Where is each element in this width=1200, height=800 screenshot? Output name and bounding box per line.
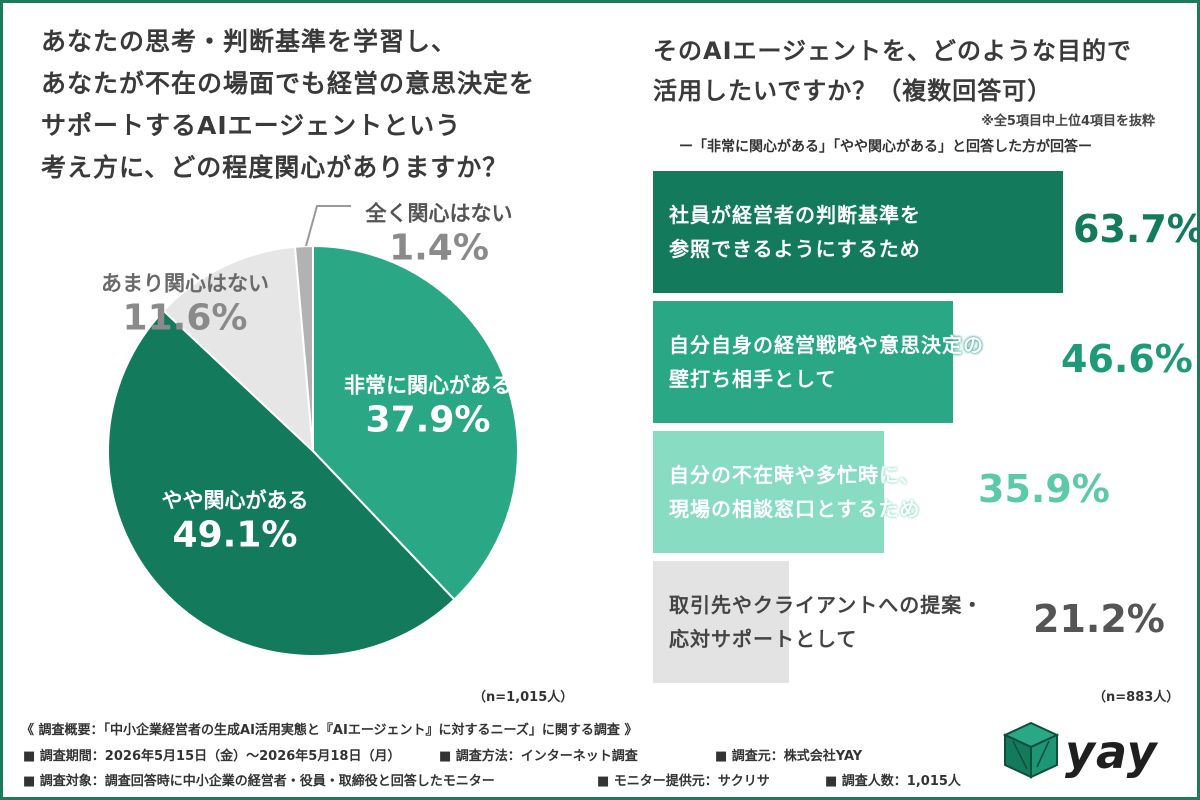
pie-slice-label: 全く関心はない 1.4% — [366, 198, 513, 269]
pie-slice-name: 非常に関心がある — [344, 373, 512, 398]
bar-label-line: 自分の不在時や多忙時に、 — [669, 463, 921, 487]
footer-item: ■ モニター提供元：サクリサ — [597, 774, 770, 789]
left-question: あなたの思考・判断基準を学習し、 あなたが不在の場面でも経営の意思決定を サポー… — [41, 21, 601, 189]
left-sample-size: （n=1,015人） — [473, 690, 574, 705]
bar-label-line: 社員が経営者の判断基準を — [669, 203, 921, 227]
pie-leader-line — [305, 205, 351, 247]
selection-note: ※全5項目中上位4項目を抜粋 — [981, 114, 1155, 129]
pie-chart — [107, 205, 519, 657]
pie-slice-value: 37.9% — [365, 399, 491, 441]
pie-slice — [162, 245, 315, 454]
footer-item: ■ 調査対象：調査回答時に中小企業の経営者・役員・取締役と回答したモニター — [23, 774, 495, 789]
pie-slice-value: 11.6% — [122, 297, 248, 339]
pie-slice — [293, 244, 314, 452]
pie-slice-value: 1.4% — [389, 227, 489, 269]
bar-label-line: 現場の相談窓口とするため — [669, 497, 921, 521]
pie-slice-value: 49.1% — [172, 514, 298, 556]
pie-slice-name: 全く関心はない — [365, 201, 513, 226]
footer-item: ■ 調査人数：1,015人 — [825, 774, 961, 789]
bar-label-line: 壁打ち相手として — [669, 367, 837, 391]
footer-item: ■ 調査元：株式会社YAY — [715, 749, 863, 764]
right-sample-size: （n=883人） — [1093, 690, 1180, 705]
bar-value: 21.2% — [1033, 597, 1165, 641]
bar — [653, 431, 885, 553]
bar-label-line: 取引先やクライアントへの提案・ — [669, 593, 984, 617]
right-question-line: そのAIエージェントを、どのような目的で — [653, 37, 1133, 65]
bar-label-line: 参照できるようにするため — [669, 237, 921, 261]
footer-item: ■ 調査期間：2026年5月15日（金）〜2026年5月18日（月） — [23, 749, 401, 764]
bar — [653, 561, 790, 683]
cube-logo-icon — [1003, 721, 1059, 779]
bar — [653, 301, 953, 423]
pie-slice — [312, 244, 519, 601]
pie-slice-label: やや関心がある 49.1% — [162, 485, 309, 556]
survey-overview-title: 《 調査概要：「中小企業経営者の生成AI活用実態と『AIエージェント』に対するニ… — [21, 723, 638, 738]
left-question-line: 考え方に、どの程度関心がありますか？ — [41, 153, 509, 182]
bar-label-line: 自分自身の経営戦略や意思決定の — [669, 333, 984, 357]
pie-slice-label: 非常に関心がある 37.9% — [344, 370, 512, 441]
pie-slice-name: あまり関心はない — [101, 271, 269, 296]
footer-item: ■ 調査方法：インターネット調査 — [439, 749, 638, 764]
right-question: そのAIエージェントを、どのような目的で 活用したいですか？（複数回答可） — [653, 31, 1173, 111]
bar-label: 自分の不在時や多忙時に、 現場の相談窓口とするため — [669, 458, 920, 526]
bar-value: 63.7% — [1073, 207, 1200, 251]
bar-label-line: 応対サポートとして — [669, 627, 858, 651]
left-question-line: サポートするAIエージェントという — [41, 111, 462, 140]
bar-label: 自分自身の経営戦略や意思決定の 壁打ち相手として — [669, 328, 984, 396]
bar-label: 社員が経営者の判断基準を 参照できるようにするため — [669, 198, 921, 266]
bar — [653, 171, 1063, 293]
pie-slice — [107, 309, 456, 657]
left-question-line: あなたが不在の場面でも経営の意思決定を — [41, 69, 536, 98]
pie-slice-name: やや関心がある — [161, 488, 309, 513]
bar-value: 35.9% — [978, 467, 1110, 511]
bar-value: 46.6% — [1061, 337, 1193, 381]
pie-slice-label: あまり関心はない 11.6% — [101, 268, 269, 339]
bar-label: 取引先やクライアントへの提案・ 応対サポートとして — [669, 588, 983, 656]
respondent-condition: ー「非常に関心がある」「やや関心がある」と回答した方が回答ー — [679, 139, 1092, 155]
company-logo-text: yay — [1065, 725, 1158, 779]
right-question-line: 活用したいですか？（複数回答可） — [653, 77, 1053, 105]
left-question-line: あなたの思考・判断基準を学習し、 — [41, 27, 458, 56]
